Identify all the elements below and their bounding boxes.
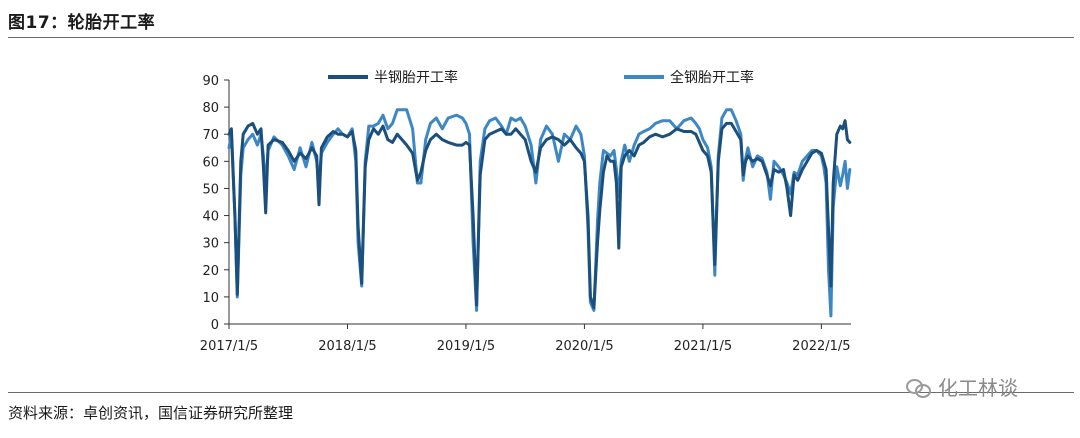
- figure-title: 图17：轮胎开工率: [8, 13, 156, 33]
- x-tick-label: 2022/1/5: [792, 339, 850, 354]
- series-line-half-steel: [227, 119, 852, 310]
- y-tick-label: 40: [202, 210, 219, 225]
- wechat-icon: [906, 377, 932, 398]
- y-tick-label: 10: [202, 291, 219, 306]
- axes: 0 10 20 30 40 50 60 70 80 90 2017/1/5 2018/1/5 2019/…: [200, 74, 851, 354]
- watermark: 化工林谈: [906, 372, 1018, 401]
- y-tick-label: 70: [202, 128, 219, 143]
- y-tick-label: 50: [202, 182, 219, 197]
- series-layer: [227, 108, 852, 318]
- source-note: 资料来源：卓创资讯，国信证券研究所整理: [8, 404, 294, 422]
- line-chart: 半钢胎开工率 全钢胎开工率 0 10 20 30 40 50 60 70 80 90 2017/1/…: [200, 69, 852, 354]
- footer-divider: [8, 392, 1074, 393]
- legend-label-all-steel: 全钢胎开工率: [670, 69, 754, 86]
- title-divider: [8, 37, 1074, 38]
- x-tick-label: 2018/1/5: [318, 339, 376, 354]
- y-tick-label: 90: [202, 74, 219, 89]
- y-tick-label: 80: [202, 101, 219, 116]
- y-tick-label: 20: [202, 264, 219, 279]
- x-tick-label: 2020/1/5: [555, 339, 613, 354]
- legend: 半钢胎开工率 全钢胎开工率: [328, 69, 754, 86]
- legend-label-half-steel: 半钢胎开工率: [374, 69, 458, 86]
- y-tick-label: 60: [202, 155, 219, 170]
- x-tick-label: 2021/1/5: [674, 339, 732, 354]
- x-tick-label: 2017/1/5: [200, 339, 258, 354]
- y-tick-label: 0: [211, 318, 219, 333]
- series-line-all-steel: [227, 108, 852, 318]
- x-tick-label: 2019/1/5: [437, 339, 495, 354]
- y-tick-label: 30: [202, 237, 219, 252]
- watermark-text: 化工林谈: [938, 376, 1018, 400]
